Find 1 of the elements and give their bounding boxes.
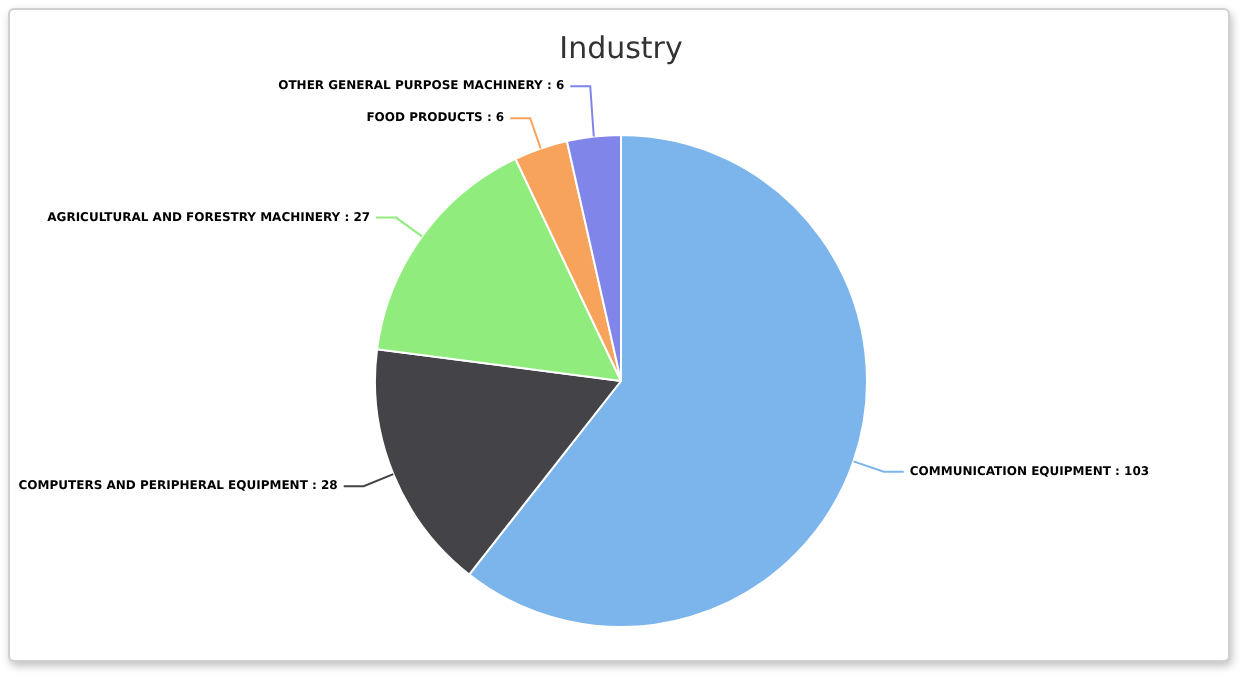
chart-title: Industry [559, 29, 683, 66]
